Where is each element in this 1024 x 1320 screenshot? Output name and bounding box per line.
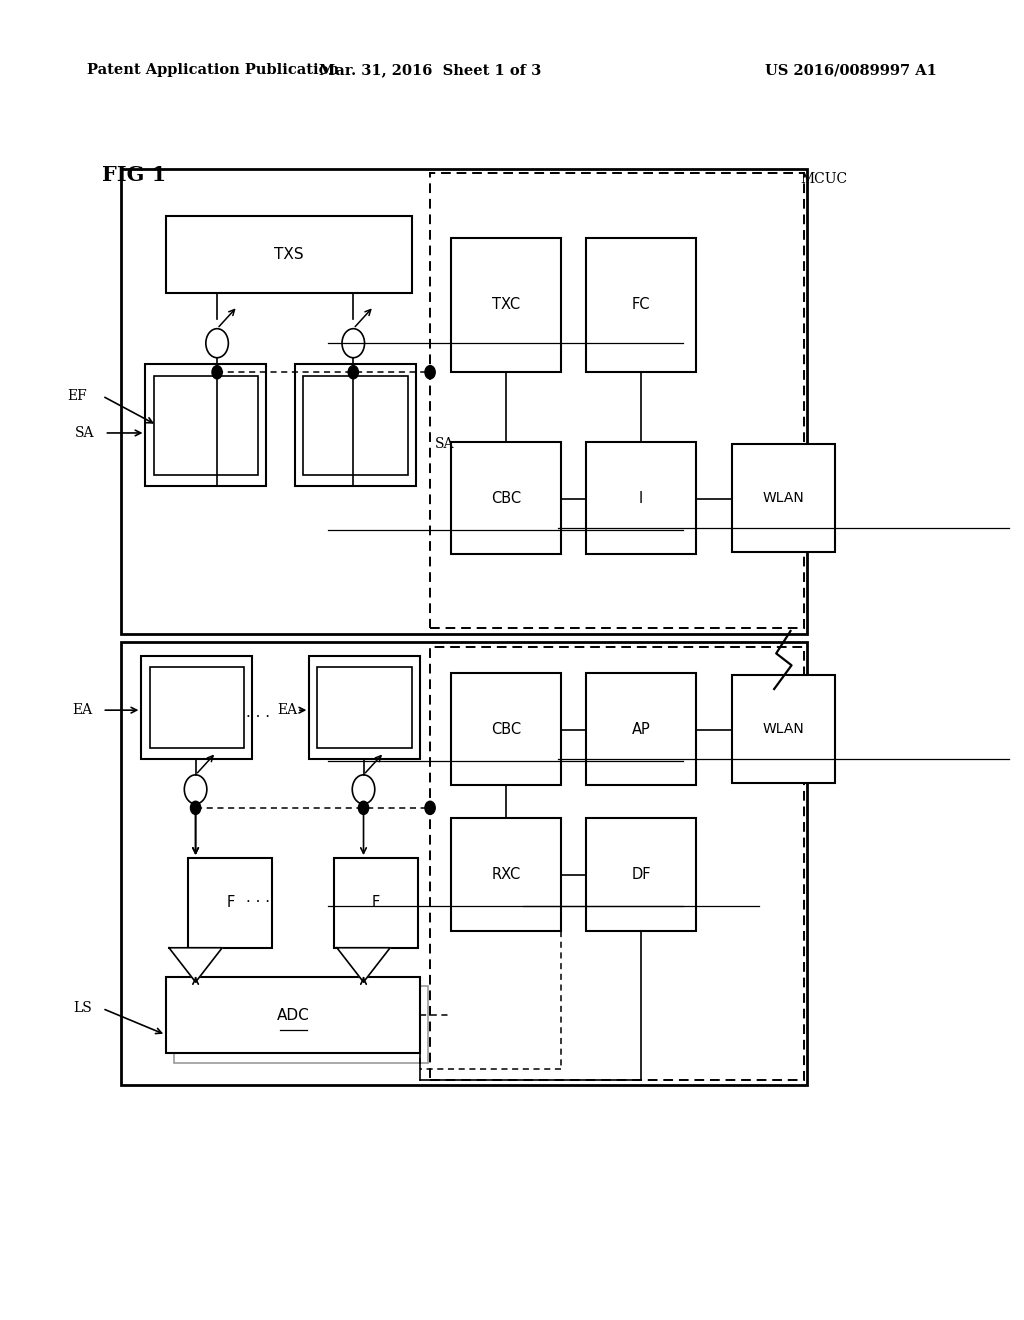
FancyBboxPatch shape: [317, 667, 412, 748]
Text: EA: EA: [276, 704, 297, 717]
FancyBboxPatch shape: [121, 169, 807, 634]
Text: F: F: [226, 895, 234, 911]
FancyBboxPatch shape: [166, 977, 420, 1053]
Text: WLAN: WLAN: [763, 491, 804, 504]
FancyBboxPatch shape: [586, 818, 696, 931]
FancyBboxPatch shape: [586, 238, 696, 372]
Circle shape: [425, 366, 435, 379]
FancyBboxPatch shape: [188, 858, 272, 948]
Text: F: F: [372, 895, 380, 911]
Circle shape: [348, 366, 358, 379]
FancyBboxPatch shape: [154, 376, 258, 475]
FancyBboxPatch shape: [121, 642, 807, 1085]
Circle shape: [358, 801, 369, 814]
Text: SA: SA: [75, 426, 94, 440]
Text: EF: EF: [68, 389, 87, 403]
Text: AP: AP: [632, 722, 650, 737]
Text: MCUC: MCUC: [801, 172, 848, 186]
Text: TXS: TXS: [274, 247, 303, 263]
Text: LS: LS: [74, 1002, 92, 1015]
FancyBboxPatch shape: [430, 173, 804, 628]
Text: US 2016/0089997 A1: US 2016/0089997 A1: [765, 63, 937, 78]
Text: FIG 1: FIG 1: [102, 165, 167, 185]
FancyBboxPatch shape: [303, 376, 408, 475]
Text: ADC: ADC: [276, 1007, 309, 1023]
FancyBboxPatch shape: [141, 656, 252, 759]
FancyBboxPatch shape: [732, 675, 835, 783]
FancyBboxPatch shape: [586, 673, 696, 785]
Circle shape: [190, 801, 201, 814]
Text: DF: DF: [631, 867, 651, 882]
FancyBboxPatch shape: [451, 238, 561, 372]
FancyBboxPatch shape: [430, 647, 804, 1080]
Polygon shape: [169, 948, 222, 982]
Circle shape: [425, 801, 435, 814]
FancyBboxPatch shape: [586, 442, 696, 554]
Text: CBC: CBC: [490, 722, 521, 737]
Text: CBC: CBC: [490, 491, 521, 506]
Circle shape: [212, 366, 222, 379]
Text: . . .: . . .: [246, 706, 270, 719]
Text: . . .: . . .: [246, 891, 270, 904]
FancyBboxPatch shape: [166, 216, 412, 293]
FancyBboxPatch shape: [295, 364, 416, 486]
Text: WLAN: WLAN: [763, 722, 804, 735]
Text: SA: SA: [435, 437, 455, 450]
Text: I: I: [639, 491, 643, 506]
Text: FC: FC: [632, 297, 650, 313]
FancyBboxPatch shape: [309, 656, 420, 759]
Text: . . .: . . .: [246, 968, 270, 981]
Polygon shape: [337, 948, 390, 982]
FancyBboxPatch shape: [451, 818, 561, 931]
FancyBboxPatch shape: [451, 442, 561, 554]
Text: TXC: TXC: [492, 297, 520, 313]
FancyBboxPatch shape: [451, 673, 561, 785]
FancyBboxPatch shape: [732, 444, 835, 552]
Text: RXC: RXC: [492, 867, 520, 882]
Text: EA: EA: [72, 704, 92, 717]
FancyBboxPatch shape: [145, 364, 266, 486]
FancyBboxPatch shape: [150, 667, 244, 748]
FancyBboxPatch shape: [334, 858, 418, 948]
Text: Mar. 31, 2016  Sheet 1 of 3: Mar. 31, 2016 Sheet 1 of 3: [318, 63, 542, 78]
FancyBboxPatch shape: [174, 986, 428, 1063]
Text: Patent Application Publication: Patent Application Publication: [87, 63, 339, 78]
